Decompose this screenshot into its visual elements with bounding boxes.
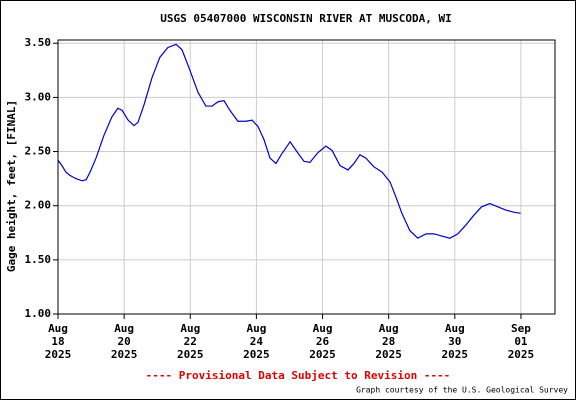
data-line — [57, 43, 521, 239]
y-tick-label: 2.00 — [25, 199, 52, 212]
provisional-note: ---- Provisional Data Subject to Revisio… — [146, 369, 451, 382]
x-tick-label: 2025 — [442, 348, 469, 361]
x-tick-label: Aug — [445, 322, 465, 335]
x-tick-label: 2025 — [375, 348, 402, 361]
x-tick-label: 28 — [382, 335, 395, 348]
x-tick-label: 2025 — [243, 348, 270, 361]
x-tick-label: Aug — [313, 322, 333, 335]
chart-title: USGS 05407000 WISCONSIN RIVER AT MUSCODA… — [160, 12, 451, 25]
x-tick-label: 20 — [118, 335, 131, 348]
x-tick-label: 24 — [250, 335, 264, 348]
y-tick-label: 1.50 — [25, 253, 52, 266]
credit: Graph courtesy of the U.S. Geological Su… — [356, 386, 568, 395]
y-axis-label: Gage height, feet, [FINAL] — [5, 100, 18, 272]
y-tick-label: 3.00 — [25, 90, 52, 103]
x-tick-label: 22 — [184, 335, 197, 348]
x-tick-label: 2025 — [177, 348, 204, 361]
x-tick-label: Aug — [48, 322, 68, 335]
x-tick-label: 2025 — [309, 348, 336, 361]
x-tick-label: 26 — [316, 335, 330, 348]
x-tick-label: 2025 — [45, 348, 72, 361]
x-tick-label: 18 — [51, 335, 64, 348]
x-tick-label: Sep — [511, 322, 531, 335]
y-tick-label: 1.00 — [25, 307, 52, 320]
x-tick-label: Aug — [246, 322, 266, 335]
plot-border — [57, 39, 556, 315]
x-tick-label: 2025 — [508, 348, 535, 361]
x-tick-label: Aug — [114, 322, 134, 335]
x-tick-label: 30 — [448, 335, 461, 348]
x-tick-label: Aug — [379, 322, 399, 335]
y-tick-label: 3.50 — [25, 36, 52, 49]
x-tick-label: 2025 — [111, 348, 138, 361]
x-tick-label: 01 — [514, 335, 528, 348]
x-tick-label: Aug — [180, 322, 200, 335]
y-tick-label: 2.50 — [25, 145, 52, 158]
